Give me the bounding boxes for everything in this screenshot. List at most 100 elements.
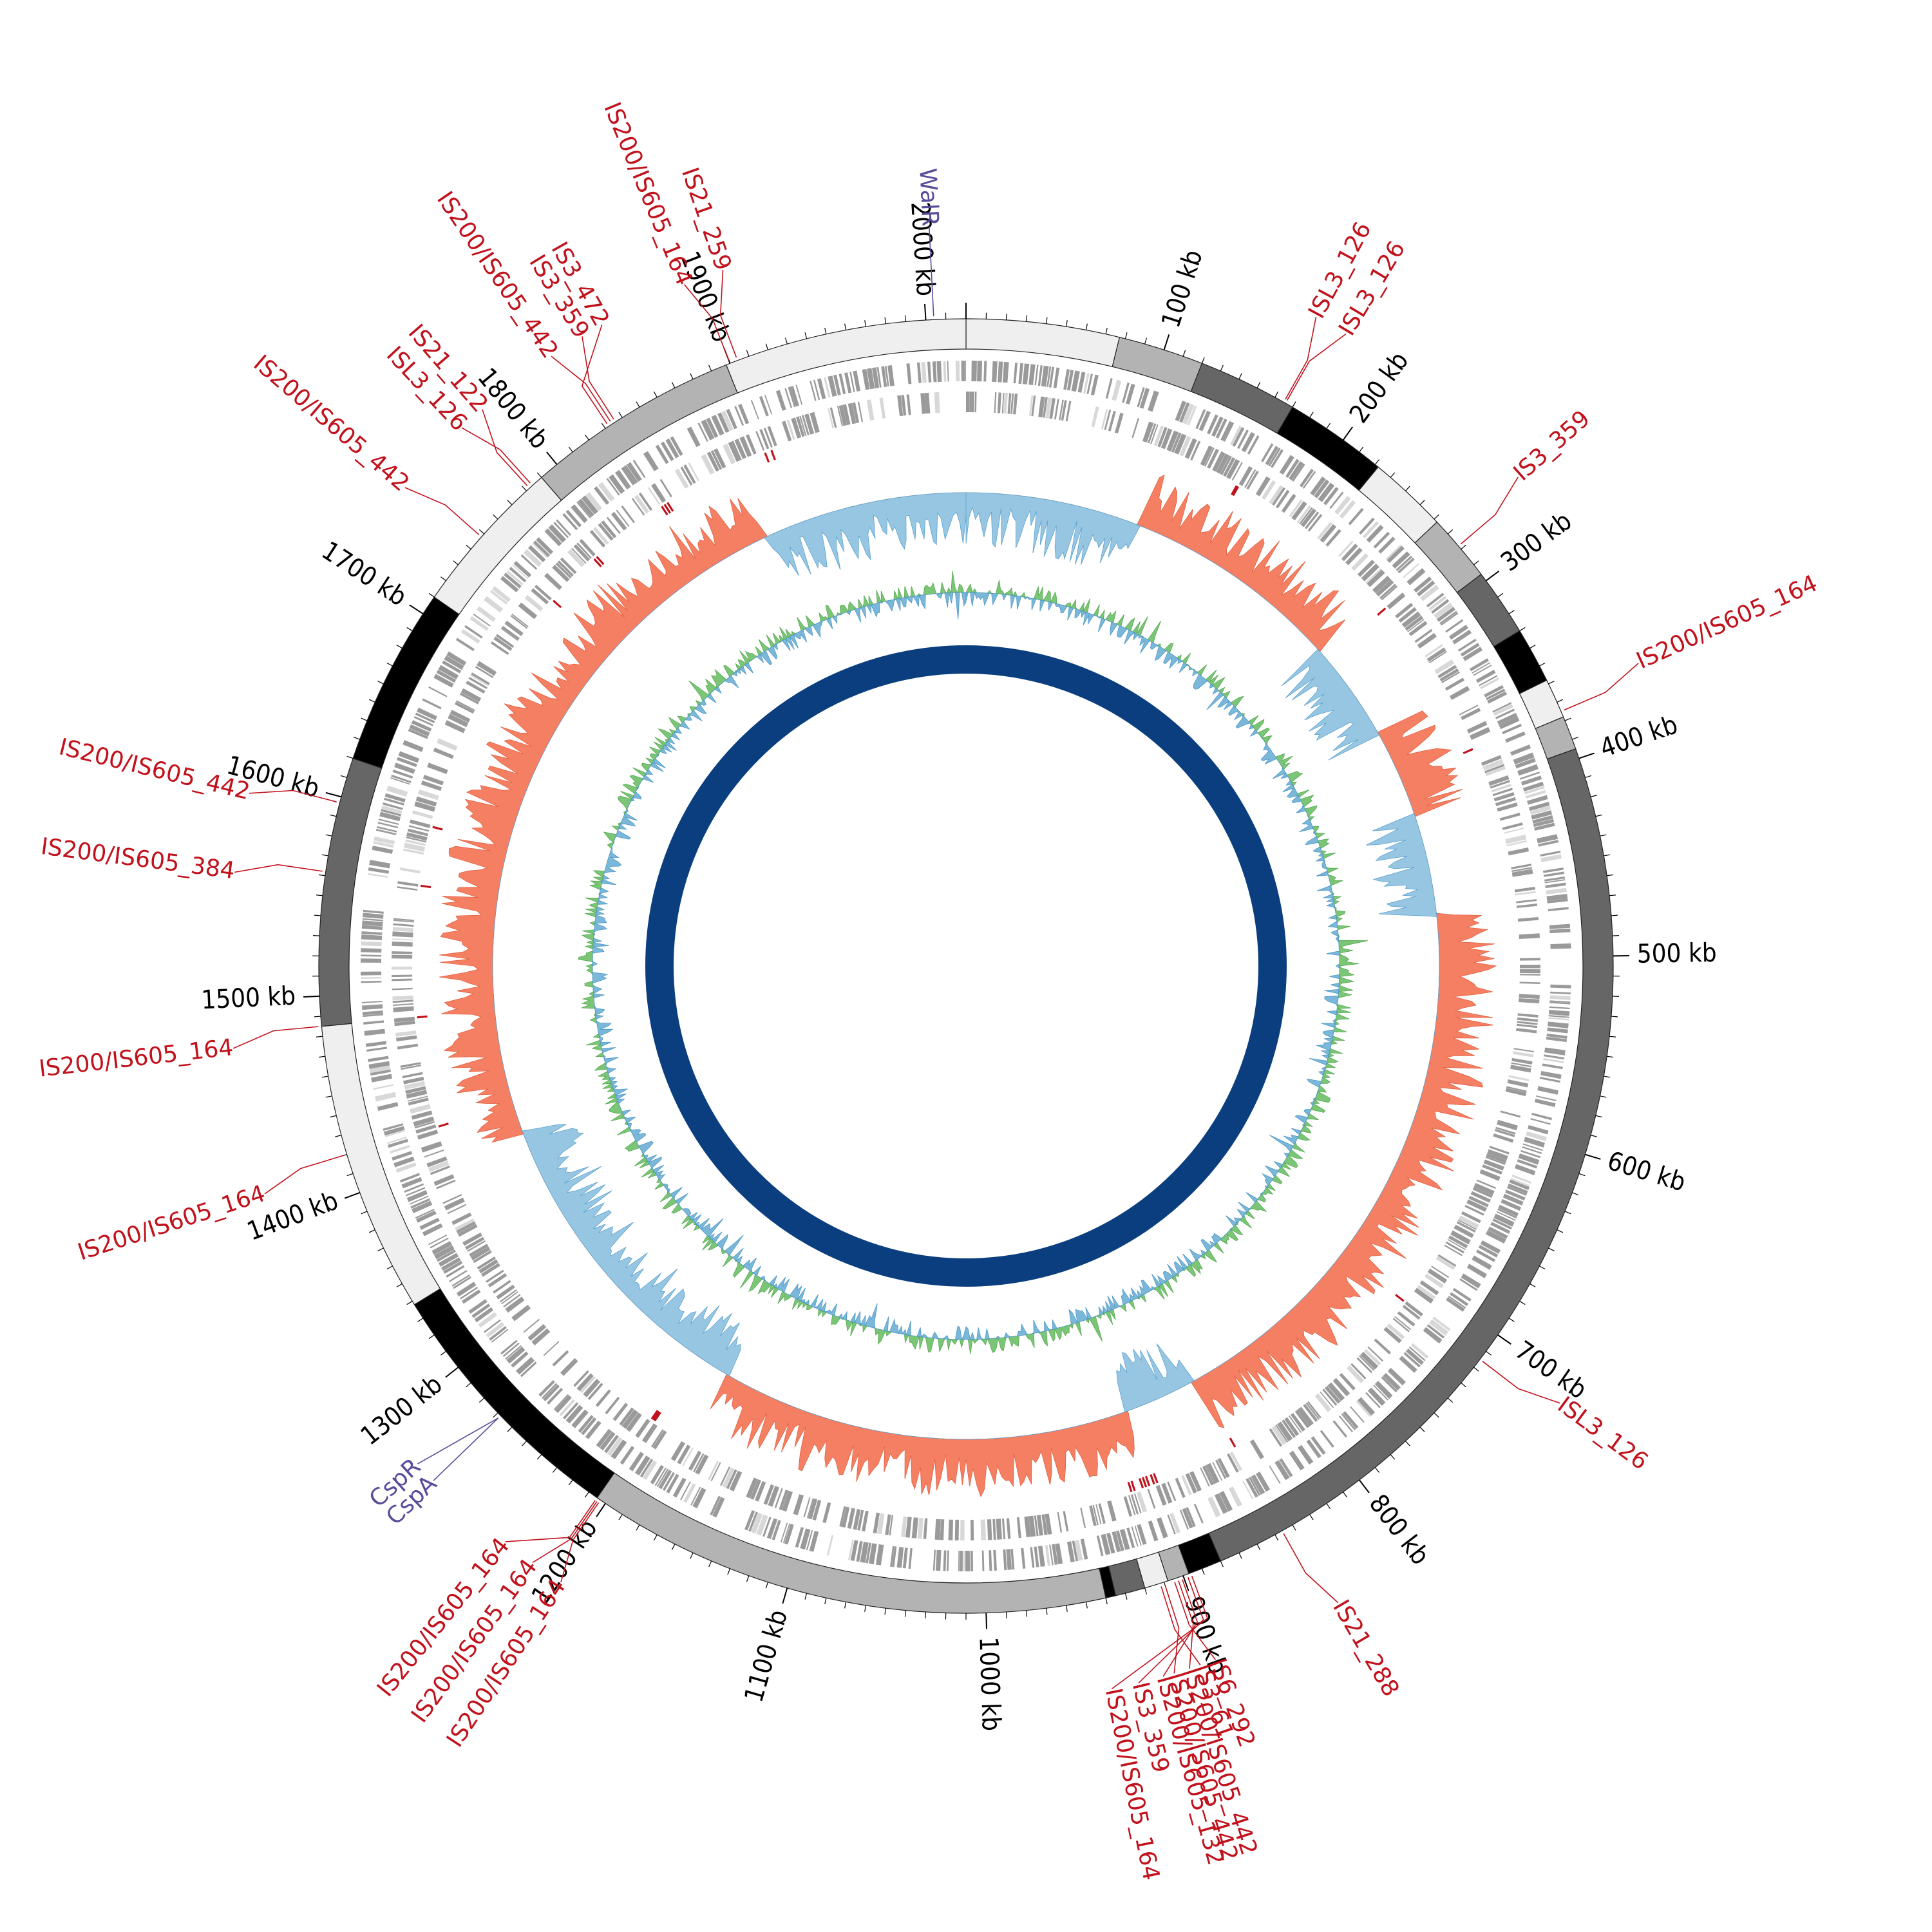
cds-feature bbox=[489, 590, 508, 605]
cds-feature bbox=[1367, 1387, 1386, 1406]
cds-feature bbox=[544, 573, 562, 591]
cds-feature bbox=[543, 1341, 560, 1356]
cds-feature bbox=[638, 492, 653, 511]
cds-feature bbox=[790, 386, 799, 407]
cds-feature bbox=[674, 468, 689, 489]
cds-feature bbox=[1503, 828, 1524, 834]
minor-tick bbox=[321, 854, 328, 857]
cds-feature bbox=[1406, 568, 1426, 585]
cds-feature bbox=[394, 762, 415, 774]
cds-feature bbox=[1520, 775, 1542, 786]
cds-feature bbox=[1547, 1027, 1568, 1034]
cds-feature bbox=[682, 1447, 694, 1466]
cds-feature bbox=[817, 378, 826, 399]
cds-feature bbox=[363, 1014, 384, 1018]
minor-tick bbox=[1390, 1454, 1396, 1460]
cds-feature bbox=[1542, 867, 1564, 873]
minor-tick bbox=[493, 1412, 498, 1418]
cds-feature bbox=[1030, 1547, 1035, 1568]
minor-tick bbox=[1046, 1608, 1048, 1615]
minor-tick bbox=[1607, 1056, 1614, 1058]
cds-feature bbox=[1200, 445, 1213, 466]
cds-feature bbox=[809, 1531, 819, 1552]
cds-feature bbox=[406, 836, 427, 843]
cds-feature bbox=[1101, 408, 1108, 430]
cds-feature bbox=[1289, 1450, 1305, 1471]
cds-feature bbox=[1546, 1036, 1567, 1043]
tick-label: 100 kb bbox=[1156, 246, 1209, 331]
cds-feature bbox=[527, 545, 546, 563]
cds-feature bbox=[1428, 1319, 1449, 1336]
cds-feature bbox=[839, 1506, 846, 1527]
cds-feature bbox=[1211, 416, 1224, 437]
minor-tick bbox=[1326, 1503, 1331, 1510]
cds-feature bbox=[1013, 393, 1018, 415]
cds-feature bbox=[596, 1428, 612, 1448]
cds-feature bbox=[1502, 822, 1523, 830]
cds-feature bbox=[464, 625, 483, 639]
cds-feature bbox=[493, 1280, 511, 1294]
cds-feature bbox=[1296, 505, 1311, 524]
cds-feature bbox=[1351, 553, 1369, 571]
cds-feature bbox=[1148, 1520, 1159, 1542]
cds-feature bbox=[1511, 869, 1533, 877]
cds-feature bbox=[616, 509, 630, 527]
cds-feature bbox=[1379, 583, 1397, 600]
minor-tick bbox=[1256, 382, 1261, 388]
cds-feature bbox=[373, 1084, 394, 1090]
cds-feature bbox=[511, 1351, 529, 1368]
minor-tick bbox=[1595, 814, 1602, 817]
cds-feature bbox=[906, 394, 911, 415]
cds-feature bbox=[1458, 1215, 1479, 1229]
cds-feature bbox=[1425, 644, 1443, 658]
cds-feature bbox=[666, 1473, 679, 1494]
cds-feature bbox=[659, 478, 672, 498]
cds-feature bbox=[857, 401, 863, 422]
cds-feature bbox=[1280, 1458, 1293, 1477]
gc-skew-track bbox=[439, 474, 1497, 1497]
cds-feature bbox=[1083, 373, 1090, 394]
minor-tick bbox=[1274, 391, 1279, 398]
cds-feature bbox=[1137, 387, 1145, 408]
cds-feature bbox=[1182, 403, 1195, 425]
cds-feature bbox=[1045, 1545, 1051, 1566]
cds-feature bbox=[1043, 397, 1048, 418]
cds-feature bbox=[455, 638, 475, 652]
cds-feature bbox=[746, 434, 757, 455]
cds-feature bbox=[1339, 500, 1356, 519]
cds-feature bbox=[827, 1535, 834, 1556]
cds-feature bbox=[451, 1212, 472, 1226]
cds-feature bbox=[474, 1307, 494, 1323]
cds-feature bbox=[1255, 476, 1271, 497]
cds-feature bbox=[688, 1450, 702, 1471]
cds-feature bbox=[974, 392, 977, 413]
cds-feature bbox=[1066, 370, 1074, 391]
cds-feature bbox=[397, 881, 419, 887]
cds-feature bbox=[363, 909, 384, 914]
cds-feature bbox=[1128, 1495, 1136, 1515]
cds-feature bbox=[1387, 592, 1406, 610]
cds-feature bbox=[1420, 584, 1439, 601]
cds-feature bbox=[401, 1177, 422, 1189]
minor-tick bbox=[690, 1552, 694, 1559]
cds-feature bbox=[680, 1481, 691, 1501]
cds-feature bbox=[1550, 984, 1571, 989]
cds-feature bbox=[447, 1204, 467, 1215]
cds-feature bbox=[710, 450, 723, 470]
cds-feature bbox=[779, 1490, 789, 1510]
cds-feature bbox=[1519, 772, 1540, 780]
cds-feature bbox=[1187, 405, 1197, 426]
cds-feature bbox=[672, 1477, 687, 1498]
cds-feature bbox=[731, 440, 742, 460]
minor-tick bbox=[1201, 357, 1205, 364]
minor-tick bbox=[844, 323, 847, 330]
minor-tick bbox=[1105, 327, 1108, 334]
tick-label: 800 kb bbox=[1363, 1489, 1435, 1570]
cds-feature bbox=[1206, 1463, 1220, 1484]
cds-feature bbox=[361, 934, 383, 940]
minor-tick bbox=[585, 1492, 589, 1498]
major-tick bbox=[1342, 426, 1354, 440]
cds-feature bbox=[433, 747, 454, 759]
is-leader-line bbox=[1111, 1575, 1208, 1690]
cds-feature bbox=[1049, 1544, 1054, 1566]
